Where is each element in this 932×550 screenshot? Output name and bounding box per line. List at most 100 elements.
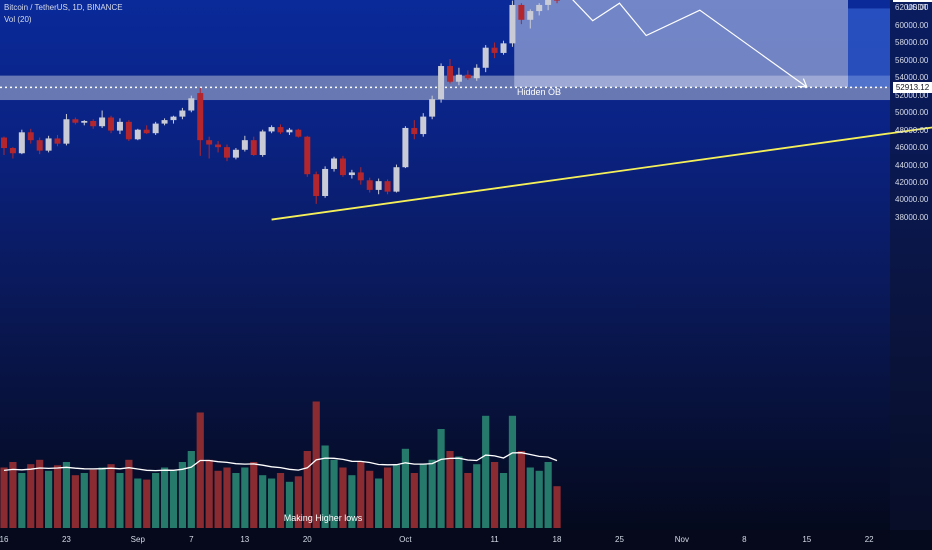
volume-bar [428, 459, 436, 528]
volume-bar [410, 473, 418, 528]
volume-bar [401, 448, 409, 528]
volume-bar [107, 464, 115, 528]
volume-bar [330, 459, 338, 528]
candle [116, 121, 123, 131]
candle [438, 66, 445, 100]
candle [179, 110, 186, 117]
candle [277, 127, 284, 133]
currency-label: USDT [906, 3, 928, 12]
candle [241, 140, 248, 150]
time-tick-label: 23 [61, 535, 71, 544]
volume-bar [553, 486, 561, 528]
volume-bar [517, 451, 525, 528]
volume-bar [366, 470, 374, 528]
candle [429, 99, 436, 117]
trendline-label: Making Higher lows [284, 513, 363, 523]
candle [206, 140, 213, 145]
candle [348, 172, 355, 176]
candle [232, 149, 239, 158]
time-tick-label: 15 [802, 535, 812, 544]
candle [108, 117, 115, 131]
time-tick-label: Nov [674, 535, 690, 544]
candle [259, 131, 266, 155]
volume-bar [223, 467, 231, 528]
volume-bar [187, 451, 195, 528]
candle [464, 74, 471, 79]
volume-bar [419, 464, 427, 528]
volume-bar [116, 473, 124, 528]
time-tick-label: Sep [130, 535, 145, 544]
volume-bar [45, 470, 53, 528]
volume-bar [348, 475, 356, 528]
candle [500, 43, 507, 53]
volume-bar [152, 473, 160, 528]
candle [295, 129, 302, 137]
candle [152, 123, 159, 134]
volume-bar [0, 467, 8, 528]
candle [45, 138, 52, 151]
volume-bar [383, 467, 392, 528]
candle [224, 147, 230, 158]
candle [215, 144, 222, 148]
price-tick-label: 62000.00 [895, 3, 929, 13]
price-tick-label: 48000.00 [895, 125, 929, 135]
volume-bar [491, 462, 499, 528]
symbol-title: Bitcoin / TetherUS, 1D, BINANCE [4, 3, 123, 12]
candle [545, 0, 552, 5]
time-tick-label: 7 [189, 535, 194, 544]
candle [1, 137, 7, 149]
candle [170, 116, 177, 121]
time-tick-label: 18 [552, 535, 562, 544]
volume-bar [232, 473, 240, 528]
time-tick-label: 13 [240, 535, 250, 544]
volume-bar [125, 459, 133, 528]
volume-bar [250, 462, 258, 528]
candle [554, 0, 561, 1]
volume-bar [178, 462, 186, 528]
volume-bar [499, 473, 508, 528]
volume-bar [205, 459, 213, 528]
volume-bar [508, 415, 517, 528]
volume-bar [544, 462, 552, 528]
price-tick-label: 42000.00 [895, 177, 929, 187]
volume-bar [375, 478, 383, 528]
volume-bar [455, 456, 463, 528]
volume-bar [53, 465, 62, 528]
price-tick-label: 60000.00 [895, 20, 929, 30]
time-tick-label: 25 [615, 535, 624, 544]
candle [72, 119, 79, 123]
candle [536, 4, 543, 12]
projection-arrowhead [797, 78, 808, 88]
volume-bar [18, 473, 26, 528]
volume-bar [71, 475, 79, 528]
volume-bar [98, 467, 106, 528]
candle [54, 138, 61, 144]
volume-bar [339, 467, 347, 528]
candle [482, 47, 489, 68]
projection-path [572, 0, 808, 88]
time-tick-label: 22 [864, 535, 874, 544]
time-tick-label: Oct [399, 535, 412, 544]
candle [420, 116, 427, 135]
price-tick-label: 58000.00 [895, 38, 929, 48]
candle [331, 158, 338, 169]
time-tick-label: 16 [0, 535, 9, 544]
candle [188, 98, 195, 111]
candle [27, 132, 34, 141]
candle [322, 168, 329, 196]
candle [250, 140, 257, 155]
candle [125, 121, 132, 140]
volume-bar [446, 451, 454, 528]
price-tick-label: 56000.00 [895, 55, 929, 65]
volume-bar [89, 469, 97, 528]
volume-bar [259, 475, 267, 528]
projection-box-edge [848, 8, 890, 87]
volume-bar [214, 470, 222, 528]
time-tick-label: 8 [742, 535, 747, 544]
volume-bar [535, 470, 543, 528]
volume-bar [482, 415, 490, 528]
candle [304, 136, 311, 175]
volume-bar [437, 429, 445, 528]
